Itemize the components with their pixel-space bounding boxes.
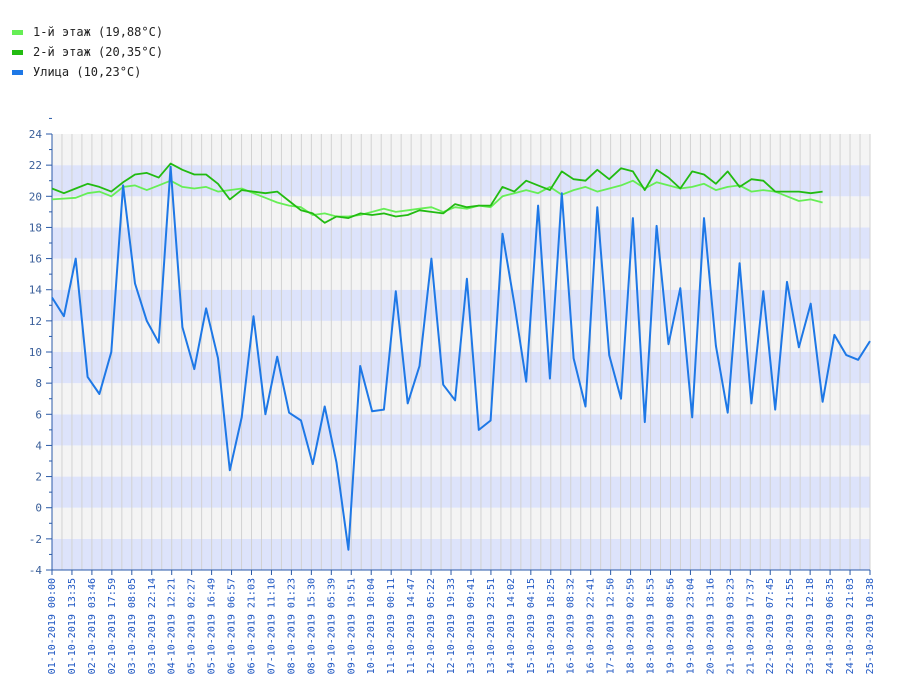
series-line-floor2: [51, 162, 823, 224]
legend-item-floor1: 1-й этаж (19,88°C): [12, 22, 163, 42]
y-tick-label: 6: [35, 408, 42, 421]
y-tick-label: 0: [35, 502, 42, 515]
x-tick-label: 03-10-2019 08:05: [127, 578, 138, 674]
x-tick-label: 16-10-2019 08:32: [566, 578, 577, 674]
x-tick-label: 20-10-2019 13:16: [705, 578, 716, 674]
legend-item-outside: Улица (10,23°C): [12, 62, 163, 82]
legend-label-floor2: 2-й этаж (20,35°C): [33, 45, 164, 59]
x-tick-label: 24-10-2019 06:35: [825, 578, 836, 674]
x-tick-label: 23-10-2019 12:18: [805, 578, 816, 674]
x-tick-label: 19-10-2019 08:56: [665, 578, 676, 674]
x-tick-label: 22-10-2019 07:45: [765, 578, 776, 674]
x-tick-label: 01-10-2019 13:35: [67, 578, 78, 674]
legend-swatch-outside: [12, 69, 23, 75]
x-tick-label: 09-10-2019 19:51: [346, 578, 357, 674]
x-tick-label: 16-10-2019 22:41: [586, 578, 597, 674]
y-tick-label: 2: [35, 471, 42, 484]
x-tick-label: 12-10-2019 19:33: [446, 578, 457, 674]
x-tick-label: 13-10-2019 09:41: [466, 578, 477, 674]
x-tick-label: 09-10-2019 05:39: [326, 578, 337, 674]
x-tick-label: 08-10-2019 01:23: [286, 578, 297, 674]
x-tick-label: 08-10-2019 15:30: [306, 578, 317, 674]
x-tick-label: 02-10-2019 03:46: [87, 578, 98, 674]
series-line-floor1: [51, 179, 823, 218]
x-tick-label: 22-10-2019 21:55: [785, 578, 796, 674]
x-tick-label: 17-10-2019 12:50: [606, 578, 617, 674]
y-tick-label: 24: [29, 128, 43, 141]
x-tick-label: 06-10-2019 06:57: [227, 578, 238, 674]
legend-swatch-floor2: [12, 49, 23, 55]
x-tick-label: 10-10-2019 10:04: [366, 578, 377, 674]
x-tick-label: 14-10-2019 14:02: [506, 578, 517, 674]
y-tick-label: 18: [29, 221, 42, 234]
y-tick-label: 20: [29, 190, 42, 203]
x-tick-label: 04-10-2019 12:21: [167, 578, 178, 674]
x-tick-label: 06-10-2019 21:03: [247, 578, 258, 674]
y-tick-label: 4: [35, 439, 42, 452]
chart-legend: 1-й этаж (19,88°C) 2-й этаж (20,35°C) Ул…: [12, 22, 163, 82]
series-line-outside: [51, 165, 871, 551]
x-tick-label: 21-10-2019 03:23: [725, 578, 736, 674]
x-tick-label: 11-10-2019 14:47: [406, 578, 417, 674]
y-tick-label: 12: [29, 315, 42, 328]
x-tick-label: 21-10-2019 17:37: [745, 578, 756, 674]
x-tick-label: 19-10-2019 23:04: [685, 578, 696, 674]
x-tick-label: 11-10-2019 00:11: [386, 578, 397, 674]
y-tick-label: 14: [29, 284, 43, 297]
legend-label-outside: Улица (10,23°C): [33, 65, 142, 79]
x-tick-label: 18-10-2019 18:53: [646, 578, 657, 674]
x-tick-label: 25-10-2019 10:38: [865, 578, 876, 674]
x-tick-label: 07-10-2019 11:10: [266, 578, 277, 674]
x-tick-label: 15-10-2019 18:25: [546, 578, 557, 674]
x-tick-label: 15-10-2019 04:15: [526, 578, 537, 674]
x-tick-label: 13-10-2019 23:51: [486, 578, 497, 674]
legend-label-floor1: 1-й этаж (19,88°C): [33, 25, 164, 39]
y-tick-label: 10: [29, 346, 42, 359]
legend-swatch-floor1: [12, 29, 23, 35]
x-tick-label: 03-10-2019 22:14: [147, 578, 158, 674]
x-tick-label: 24-10-2019 21:03: [845, 578, 856, 674]
x-tick-label: 05-10-2019 16:49: [207, 578, 218, 674]
x-tick-label: 02-10-2019 17:59: [107, 578, 118, 674]
x-tick-label: 05-10-2019 02:27: [187, 578, 198, 674]
x-tick-label: 01-10-2019 00:00: [47, 578, 58, 674]
legend-item-floor2: 2-й этаж (20,35°C): [12, 42, 163, 62]
y-tick-label: 8: [35, 377, 42, 390]
y-tick-label: 22: [29, 159, 42, 172]
y-tick-label: -4: [29, 564, 43, 577]
y-tick-label: -2: [29, 533, 42, 546]
x-tick-label: 12-10-2019 05:22: [426, 578, 437, 674]
x-tick-label: 18-10-2019 02:59: [626, 578, 637, 674]
y-tick-label: 16: [29, 253, 42, 266]
